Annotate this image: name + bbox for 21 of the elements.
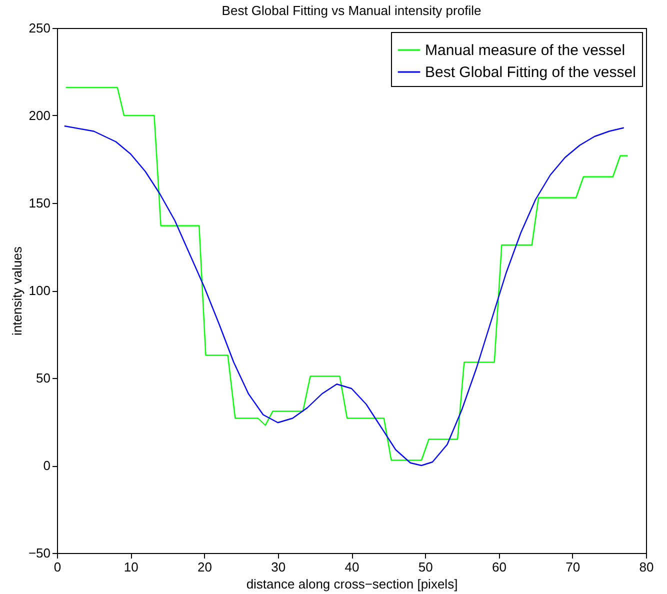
chart-title: Best Global Fitting vs Manual intensity profile	[222, 3, 482, 18]
x-tick-label: 30	[271, 560, 286, 574]
y-tick-label: 100	[28, 283, 50, 298]
x-tick-label: 0	[54, 560, 62, 574]
x-tick-label: 50	[418, 560, 433, 574]
y-tick-label: −50	[28, 546, 50, 560]
x-tick-label: 10	[124, 560, 138, 574]
x-tick-label: 80	[639, 560, 654, 574]
x-tick-label: 20	[198, 560, 212, 574]
y-tick-label: 0	[43, 458, 50, 473]
legend-label: Best Global Fitting of the vessel	[425, 64, 636, 81]
y-tick-label: 200	[28, 108, 50, 123]
y-axis-title: intensity values	[9, 246, 24, 336]
y-tick-label: 150	[28, 196, 50, 210]
y-tick-label: 50	[36, 370, 50, 386]
x-tick-label: 70	[566, 560, 580, 574]
legend-label: Manual measure of the vessel	[425, 42, 626, 59]
x-tick-label: 40	[344, 560, 360, 574]
x-tick-label: 60	[492, 560, 506, 574]
x-axis-title: distance along cross−section [pixels]	[246, 576, 458, 592]
y-tick-label: 250	[28, 20, 50, 36]
